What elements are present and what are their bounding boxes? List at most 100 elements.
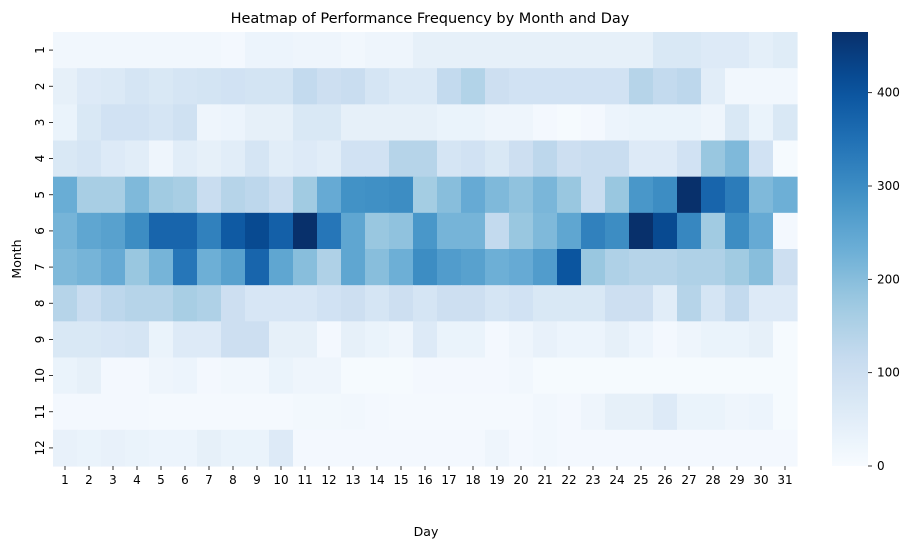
heatmap-cell [677,249,702,286]
heatmap-cell [221,68,246,105]
heatmap-cell [245,140,270,178]
x-tick-label: 27 [681,473,696,487]
y-tick-label: 8 [33,299,47,307]
heatmap-cell [749,249,774,286]
heatmap-cell [749,140,774,178]
heatmap-cell [173,285,198,322]
heatmap-cell [701,140,726,178]
heatmap-cell [317,285,342,322]
heatmap-cell [77,321,102,359]
heatmap-cell [269,212,294,250]
heatmap-cell [413,429,438,467]
heatmap-cell [77,68,102,105]
heatmap-cell [629,68,654,105]
heatmap-cell [389,249,414,286]
heatmap-cell [725,357,750,395]
heatmap-cell [293,140,318,178]
x-tick-label: 13 [345,473,360,487]
x-tick-label: 14 [369,473,384,487]
heatmap-cell [629,249,654,286]
heatmap-cell [629,104,654,142]
heatmap-cell [197,249,222,286]
heatmap-cell [197,140,222,178]
colorbar-tick-label: 400 [877,86,900,100]
heatmap-cell [197,68,222,105]
heatmap-cell [413,140,438,178]
heatmap-cell [485,393,510,431]
heatmap-cell [533,68,558,105]
heatmap-cell [341,32,366,69]
heatmap-cell [413,104,438,142]
heatmap-cell [653,140,678,178]
heatmap-cell [725,32,750,69]
heatmap-cell [701,429,726,467]
heatmap-cell [413,393,438,431]
heatmap-cell [773,140,798,178]
heatmap-cell [605,429,630,467]
heatmap-cell [101,68,126,105]
heatmap-cell [509,249,534,286]
heatmap-cell [341,68,366,105]
heatmap-cell [749,104,774,142]
heatmap-cell [677,393,702,431]
heatmap-cell [581,357,606,395]
heatmap-cell [293,68,318,105]
heatmap-cell [245,429,270,467]
heatmap-cell [701,104,726,142]
x-tick-label: 4 [133,473,141,487]
heatmap-cell [749,429,774,467]
heatmap-cell [749,357,774,395]
heatmap-cell [293,176,318,214]
heatmap-cell [221,393,246,431]
heatmap-cell [293,321,318,359]
heatmap-cell [317,249,342,286]
heatmap-cell [461,393,486,431]
heatmap-cell [485,357,510,395]
heatmap-cell [173,249,198,286]
heatmap-cell [77,393,102,431]
heatmap-cell [245,393,270,431]
heatmap-cell [317,212,342,250]
heatmap-cell [125,104,150,142]
heatmap-cell [749,285,774,322]
y-tick-label: 12 [33,440,47,455]
heatmap-cell [653,393,678,431]
heatmap-cell [53,176,78,214]
x-tick-label: 22 [561,473,576,487]
heatmap-cell [653,68,678,105]
heatmap-cell [293,393,318,431]
heatmap-cell [101,140,126,178]
heatmap-cell [413,212,438,250]
heatmap-cell [317,68,342,105]
heatmap-cell [773,212,798,250]
heatmap-cell [533,393,558,431]
heatmap-cell [773,32,798,69]
heatmap-cell [581,32,606,69]
heatmap-cell [149,104,174,142]
heatmap-cell [365,249,390,286]
heatmap-cell [245,176,270,214]
heatmap-cell [101,357,126,395]
heatmap-cell [605,104,630,142]
heatmap-cell [173,212,198,250]
heatmap-cell [605,176,630,214]
x-tick-label: 5 [157,473,165,487]
heatmap-cell [725,285,750,322]
heatmap-cell [269,140,294,178]
heatmap-cell [653,104,678,142]
heatmap-cell [557,212,582,250]
heatmap-cell [77,104,102,142]
y-tick-label: 5 [33,191,47,199]
heatmap-cell [461,357,486,395]
heatmap-cell [773,176,798,214]
x-axis-label: Day [414,524,439,539]
heatmap-cell [245,32,270,69]
heatmap-cell [557,357,582,395]
heatmap-cell [197,393,222,431]
heatmap-cell [533,176,558,214]
heatmap-cell [413,357,438,395]
heatmap-cell [365,68,390,105]
heatmap-cell [773,321,798,359]
heatmap-cell [461,68,486,105]
heatmap-cell [413,32,438,69]
